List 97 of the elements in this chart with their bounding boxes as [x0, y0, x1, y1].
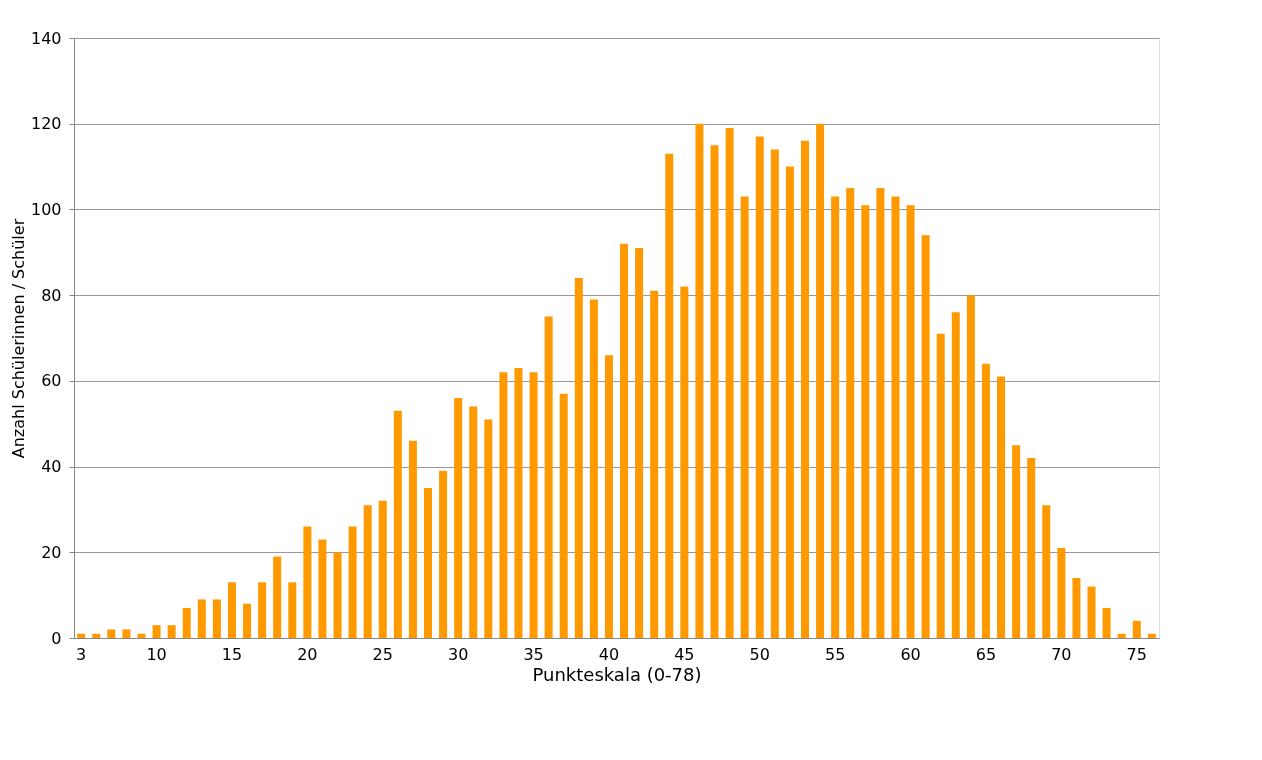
- bar: [1117, 633, 1126, 638]
- x-tick-label: 65: [975, 644, 997, 664]
- bar: [680, 286, 689, 638]
- bar: [785, 166, 794, 638]
- bar: [1102, 608, 1111, 638]
- x-tick-label: 25: [372, 644, 393, 664]
- x-tick-label: 60: [900, 644, 921, 664]
- x-tick-label: 15: [221, 644, 243, 664]
- bar: [770, 149, 779, 638]
- x-axis-title: Punkteskala (0-78): [532, 663, 702, 685]
- y-tick-label: 140: [30, 28, 62, 48]
- bar: [182, 608, 191, 638]
- bar: [725, 128, 734, 638]
- bar: [378, 500, 387, 638]
- bar: [152, 625, 161, 638]
- bar: [1027, 458, 1036, 638]
- bar: [891, 196, 900, 638]
- bar: [318, 539, 327, 638]
- bar: [740, 196, 749, 638]
- bar: [424, 488, 432, 638]
- bar: [831, 196, 840, 638]
- bar: [333, 552, 342, 638]
- x-tick-label: 70: [1051, 644, 1072, 664]
- x-tick-label: 20: [297, 644, 318, 664]
- bar: [801, 140, 809, 638]
- x-tick-label: 10: [146, 644, 167, 664]
- bar: [936, 333, 945, 638]
- bar: [966, 295, 975, 638]
- bar: [861, 205, 870, 638]
- bar: [755, 136, 764, 638]
- bar: [107, 629, 116, 638]
- bar: [574, 278, 583, 638]
- bar: [243, 603, 252, 638]
- bar: [620, 243, 629, 638]
- bar: [1012, 445, 1021, 638]
- bar: [589, 299, 598, 638]
- bar: [1042, 505, 1051, 638]
- bar: [559, 393, 568, 638]
- y-tick-label: 60: [41, 371, 62, 391]
- x-tick-label: 35: [523, 644, 544, 664]
- bar: [273, 556, 282, 638]
- x-tick-label: 3: [76, 644, 87, 664]
- bar: [1087, 586, 1096, 638]
- bar: [227, 582, 236, 638]
- x-tick-label: 30: [447, 644, 469, 664]
- bar: [665, 153, 674, 638]
- y-tick-label: 120: [30, 114, 62, 134]
- y-axis-title: Anzahl Schülerinnen / Schüler: [8, 218, 28, 459]
- bar: [635, 248, 644, 638]
- bar: [816, 123, 825, 638]
- bar: [1132, 620, 1141, 638]
- bar: [981, 363, 990, 638]
- bar: [997, 376, 1006, 638]
- bar: [1072, 578, 1081, 638]
- bar: [439, 470, 448, 638]
- bar: [1147, 633, 1156, 638]
- bar: [710, 145, 719, 638]
- bar: [363, 505, 372, 638]
- bar: [846, 188, 855, 638]
- y-tick-label: 40: [41, 457, 62, 477]
- bar: [921, 235, 930, 638]
- bar: [529, 372, 538, 638]
- bar: [906, 205, 915, 638]
- bar: [288, 582, 297, 638]
- y-tick-label: 80: [41, 285, 62, 305]
- x-tick-label: 50: [749, 644, 770, 664]
- bar: [514, 368, 523, 638]
- bar: [1057, 548, 1066, 638]
- x-tick-label: 55: [824, 644, 846, 664]
- bar: [258, 582, 267, 638]
- bar: [303, 526, 312, 638]
- bar: [469, 406, 478, 638]
- bar: [197, 599, 206, 638]
- y-tick-label: 100: [30, 199, 62, 219]
- y-tick-label: 20: [41, 542, 62, 562]
- bar: [393, 410, 402, 638]
- bar: [137, 633, 146, 638]
- bar: [484, 419, 493, 638]
- bar: [348, 526, 357, 638]
- bar: [544, 316, 553, 638]
- bar: [122, 629, 131, 638]
- x-tick-label: 45: [674, 644, 695, 664]
- x-tick-label: 40: [598, 644, 620, 664]
- bar: [408, 440, 417, 638]
- bar: [499, 372, 508, 638]
- bar: [212, 599, 221, 638]
- bar: [454, 398, 463, 638]
- bar: [876, 188, 885, 638]
- bar: [695, 123, 704, 638]
- y-tick-label: 0: [51, 628, 62, 648]
- bar: [92, 633, 101, 638]
- x-tick-label: 75: [1126, 644, 1147, 664]
- bar: [604, 355, 613, 638]
- bar: [77, 633, 86, 638]
- bar: [167, 625, 176, 638]
- bar: [951, 312, 960, 638]
- bar: [650, 290, 659, 638]
